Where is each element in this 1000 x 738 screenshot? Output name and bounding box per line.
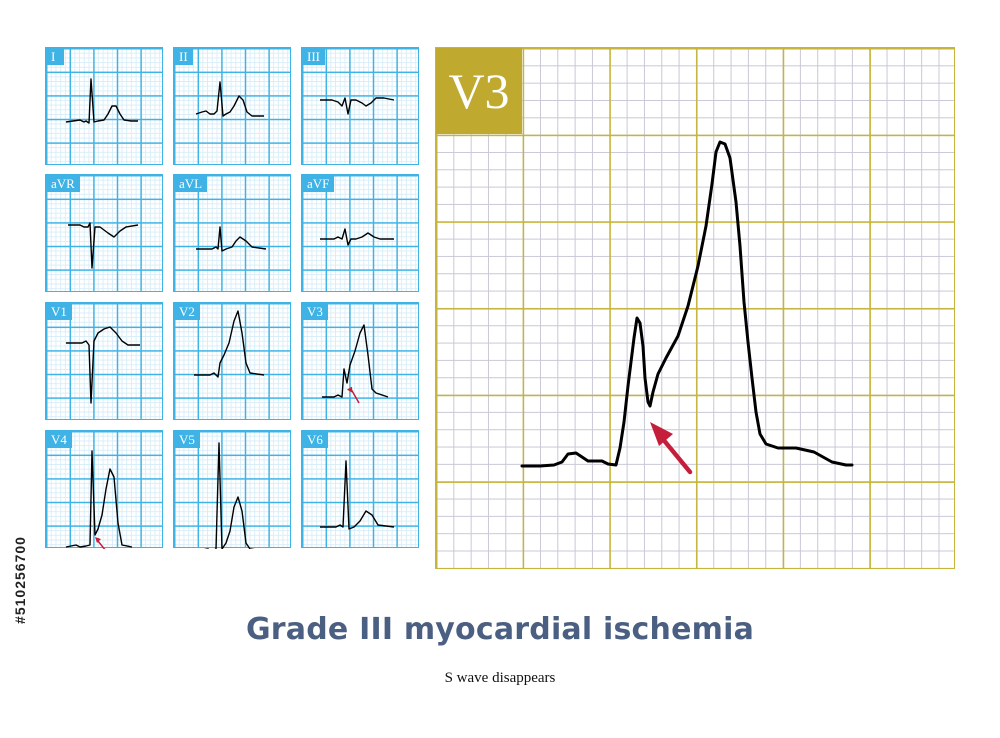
- lead-label: V4: [46, 431, 72, 448]
- lead-label: V6: [302, 431, 328, 448]
- lead-label: I: [46, 48, 64, 65]
- ecg-trace-avl: [196, 226, 267, 252]
- lead-panel-iii: III: [301, 47, 419, 165]
- ecg-trace-v2: [194, 310, 265, 378]
- lead-label: III: [302, 48, 325, 65]
- lead-label: V1: [46, 303, 72, 320]
- red-arrow-icon: [650, 422, 693, 475]
- ecg-trace-avf: [320, 228, 394, 246]
- v3-detail-panel: V3: [435, 47, 955, 569]
- ecg-trace-v3: [322, 324, 389, 404]
- lead-panel-v3: V3: [301, 302, 419, 420]
- ecg-trace-iii: [320, 97, 395, 115]
- ecg-trace-i: [65, 78, 138, 124]
- lead-panel-avl: aVL: [173, 174, 291, 292]
- stock-id-text: #510256700: [12, 536, 28, 624]
- lead-label: aVR: [46, 175, 80, 192]
- ecg-trace-v5: [203, 442, 255, 549]
- ecg-trace-ii: [195, 81, 264, 117]
- lead-label: V5: [174, 431, 200, 448]
- lead-panel-v6: V6: [301, 430, 419, 548]
- lead-panel-v1: V1: [45, 302, 163, 420]
- lead-label: V2: [174, 303, 200, 320]
- lead-panel-v2: V2: [173, 302, 291, 420]
- ecg-trace-v3-detail: [520, 140, 854, 475]
- stock-id: #510256700: [8, 500, 32, 660]
- detail-lead-label: V3: [436, 48, 522, 134]
- lead-panel-avr: aVR: [45, 174, 163, 292]
- lead-label: aVF: [302, 175, 335, 192]
- ecg-trace-v6: [320, 460, 395, 530]
- figure-title: Grade III myocardial ischemia: [245, 612, 755, 647]
- ecg-trace-avr: [68, 222, 139, 269]
- lead-panel-v5: V5: [173, 430, 291, 549]
- red-arrow-icon: [95, 537, 106, 549]
- lead-label: II: [174, 48, 193, 65]
- lead-panel-i: I: [45, 47, 163, 165]
- lead-panel-avf: aVF: [301, 174, 419, 292]
- red-arrow-icon: [346, 386, 360, 404]
- figure-subtitle: S wave disappears: [444, 670, 556, 686]
- lead-panel-v4: V4: [45, 430, 163, 549]
- lead-panel-ii: II: [173, 47, 291, 165]
- lead-label: aVL: [174, 175, 208, 192]
- ecg-trace-v1: [66, 326, 140, 404]
- ecg-trace-v4: [65, 450, 133, 549]
- lead-label: V3: [302, 303, 328, 320]
